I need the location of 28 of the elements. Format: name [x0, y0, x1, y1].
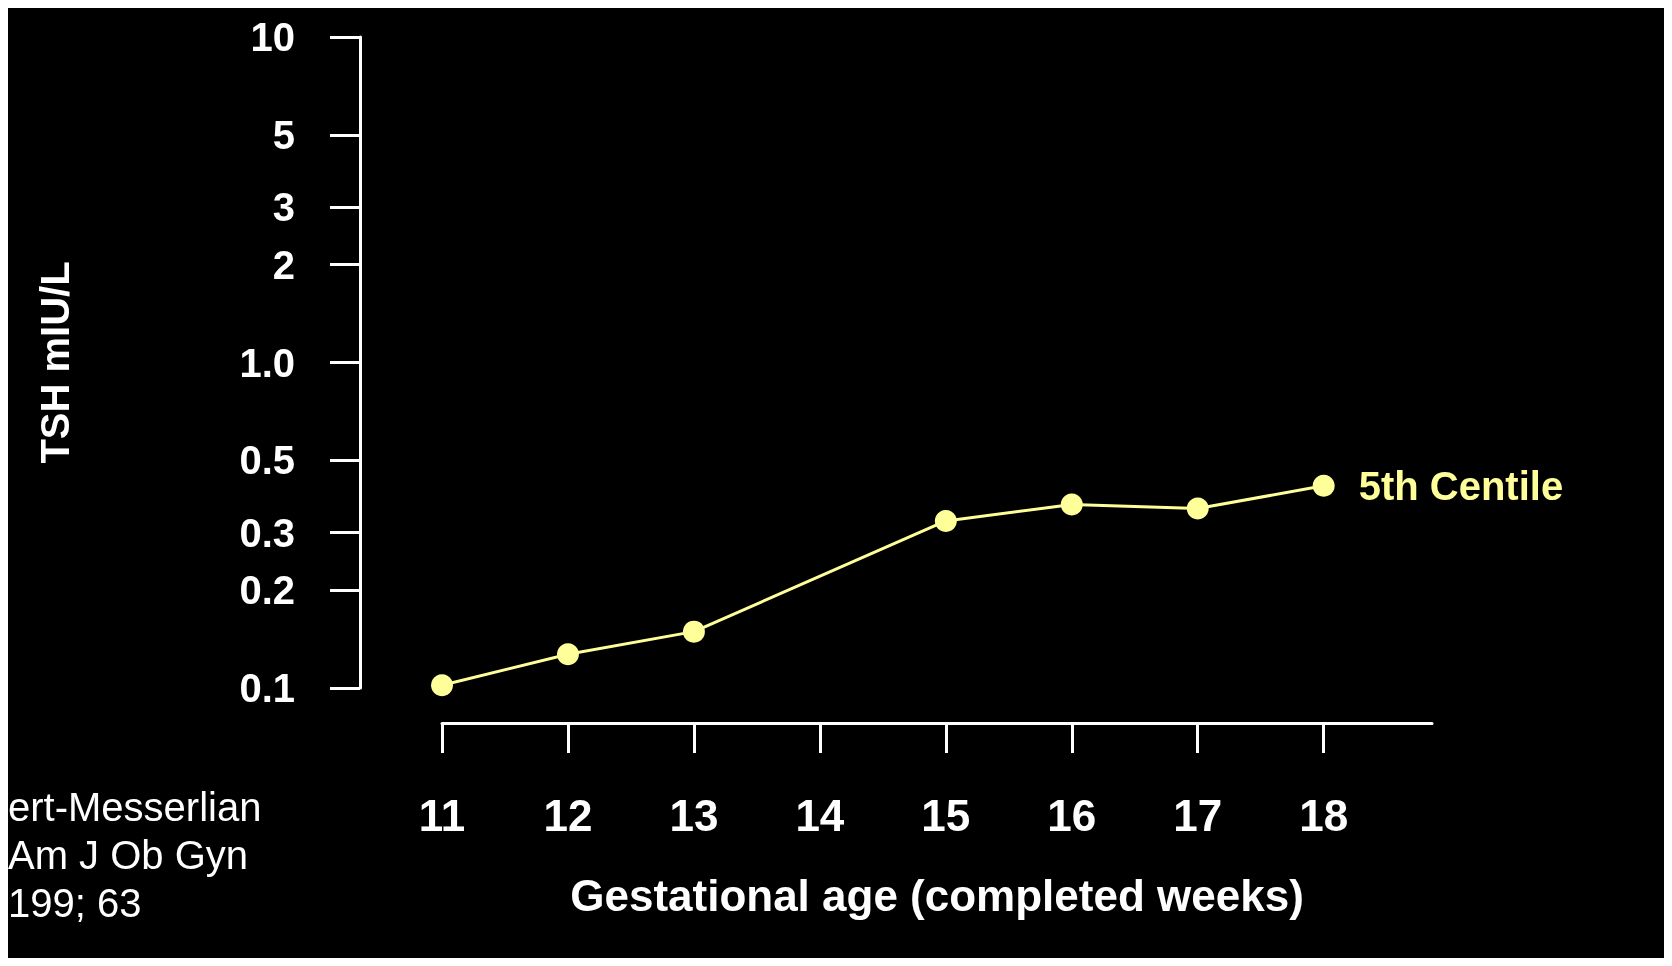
y-tick-label: 0.5: [239, 438, 295, 483]
x-tick-label: 14: [795, 790, 845, 840]
point: [1060, 493, 1083, 516]
y-tick-label: 0.2: [239, 568, 295, 613]
x-tick-label: 16: [1047, 790, 1097, 840]
x-tick-label: 11: [418, 790, 466, 840]
x-axis-title: Gestational age (completed weeks): [570, 870, 1304, 920]
x-tick-label: 18: [1299, 790, 1349, 840]
y-tick-label: 2: [272, 242, 295, 287]
x-tick-label: 12: [543, 790, 593, 840]
x-tick-label: 13: [669, 790, 719, 840]
series-label: 5th Centile: [1358, 463, 1564, 508]
point: [1312, 474, 1335, 497]
y-tick-label: 3: [272, 185, 295, 230]
point: [431, 674, 453, 697]
text: ert-Messerlian Am J Ob Gyn 199; 63: [8, 785, 262, 925]
point: [934, 509, 957, 532]
y-tick-label: 10: [250, 15, 295, 59]
point: [1186, 497, 1209, 520]
point: [556, 643, 579, 666]
x-tick-label: 17: [1173, 790, 1223, 840]
point: [682, 620, 705, 643]
y-tick-label: 0.1: [239, 666, 295, 710]
y-tick-label: 1.0: [239, 340, 295, 385]
y-axis-title: TSH mIU/L: [33, 261, 77, 464]
y-tick-label: 0.3: [239, 510, 295, 555]
x-tick-label: 15: [921, 790, 971, 840]
y-tick-label: 5: [272, 112, 295, 157]
